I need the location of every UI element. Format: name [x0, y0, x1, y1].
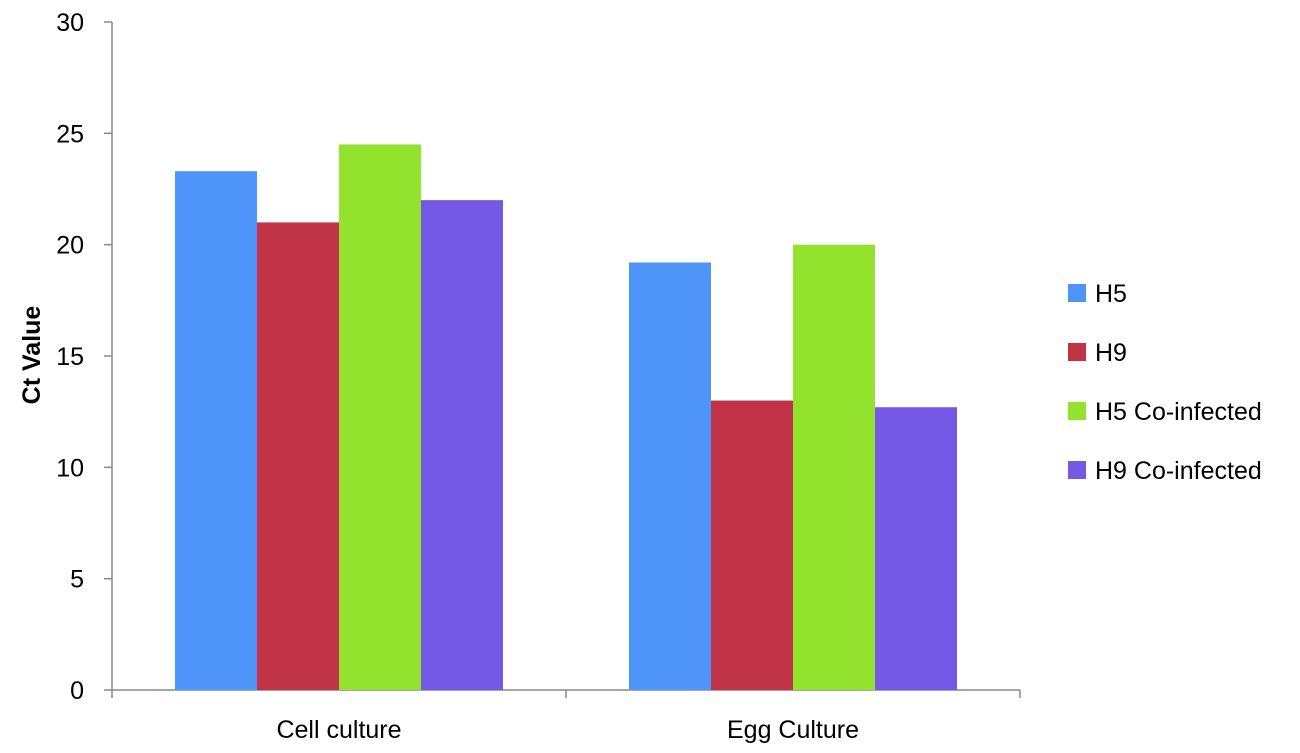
bar — [421, 200, 503, 690]
bar — [711, 400, 793, 690]
bar — [339, 144, 421, 690]
bar — [257, 222, 339, 690]
legend-label: H5 Co-infected — [1095, 398, 1262, 426]
y-tick-label: 10 — [56, 454, 84, 482]
bar — [875, 407, 957, 690]
y-tick-label: 20 — [56, 232, 84, 260]
legend-swatch — [1068, 402, 1086, 420]
bar — [793, 244, 875, 690]
legend-swatch — [1068, 284, 1086, 302]
legend-swatch — [1068, 343, 1086, 361]
bar — [629, 262, 711, 690]
legend-label: H9 Co-infected — [1095, 457, 1262, 485]
legend-label: H5 — [1095, 280, 1127, 308]
x-category-label: Cell culture — [276, 716, 401, 744]
bar — [175, 171, 257, 691]
y-tick-label: 30 — [56, 9, 84, 37]
y-axis-title: Ct Value — [18, 306, 46, 405]
y-tick-label: 5 — [70, 566, 84, 594]
legend: H5 H9 H5 Co-infected H9 Co-infected — [1068, 280, 1262, 485]
legend-swatch — [1068, 461, 1086, 479]
x-category-label: Egg Culture — [727, 716, 859, 744]
legend-label: H9 — [1095, 339, 1127, 367]
y-tick-label: 25 — [56, 120, 84, 148]
y-tick-label: 15 — [56, 343, 84, 371]
plot-area: 0 5 10 15 20 25 30 Cell culture Egg Culture — [56, 9, 1021, 744]
y-tick-label: 0 — [70, 677, 84, 705]
